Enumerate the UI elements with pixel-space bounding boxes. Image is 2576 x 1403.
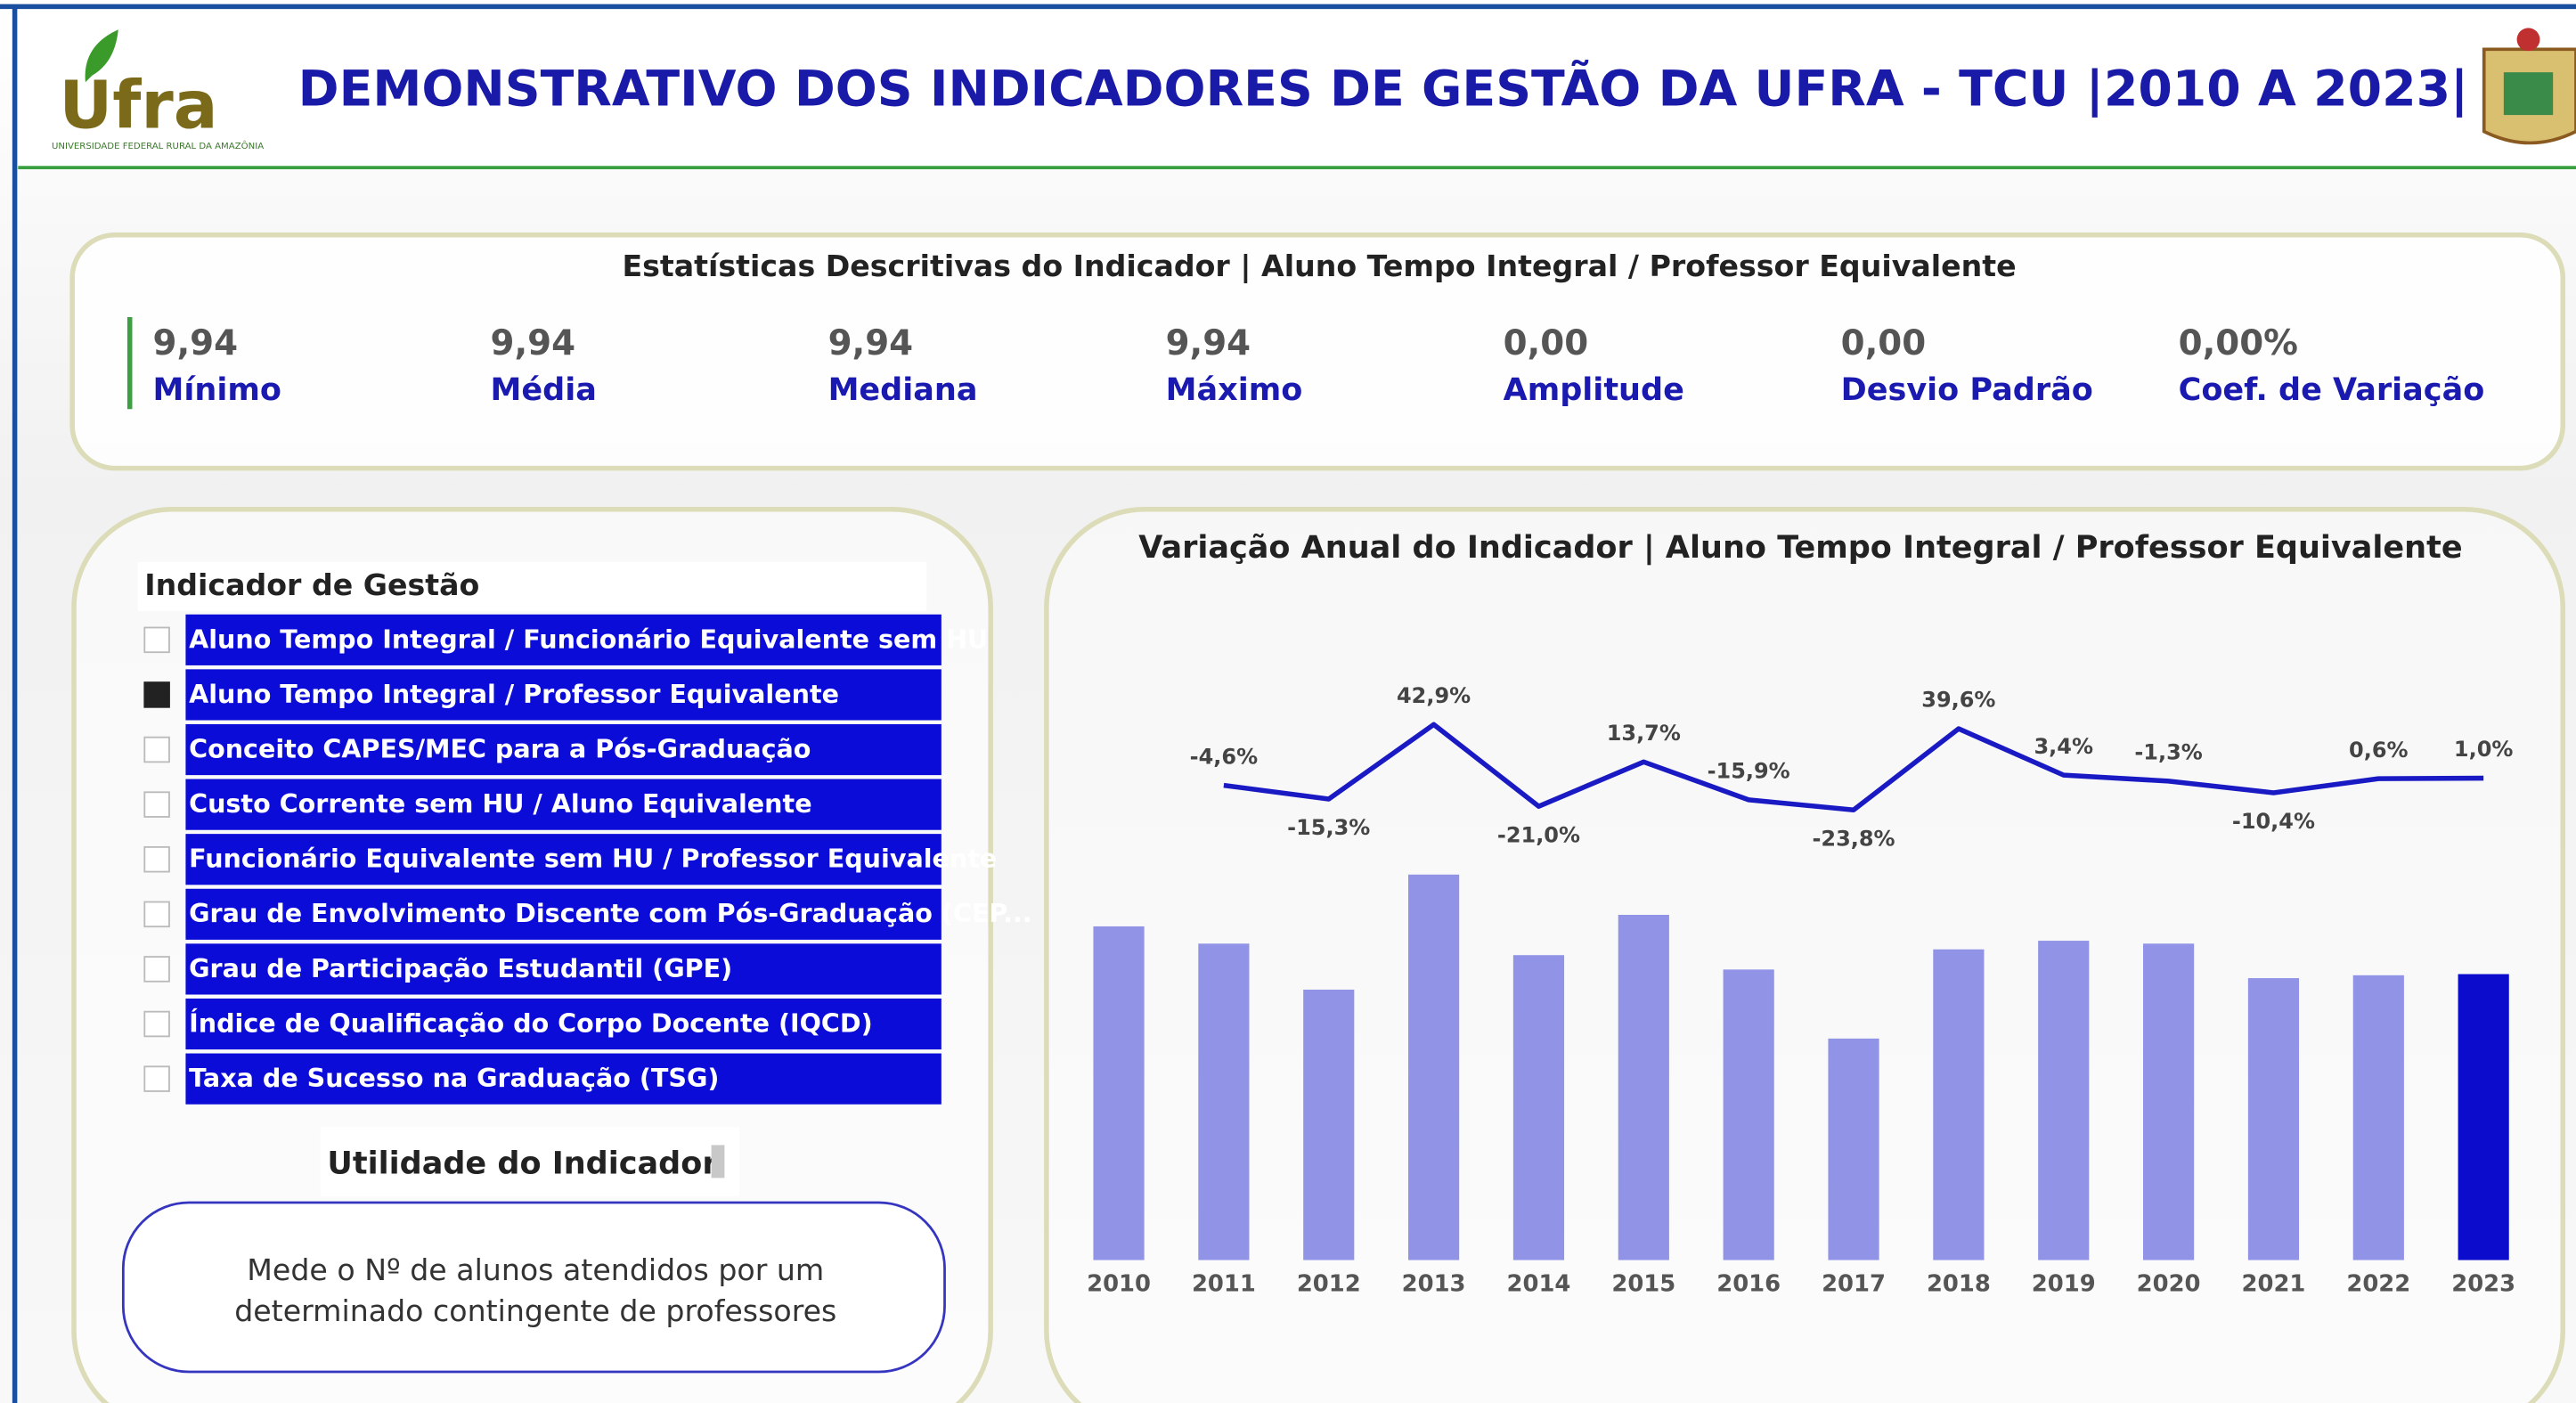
- page: Ufra UNIVERSIDADE FEDERAL RURAL DA AMAZÔ…: [0, 0, 2576, 1403]
- value-label: -15,9%: [1708, 759, 1790, 784]
- chart-title: Variação Anual do Indicador | Aluno Temp…: [1138, 529, 2462, 566]
- bar: [2458, 975, 2509, 1260]
- value-label: -10,4%: [2232, 809, 2315, 834]
- stat-label: Média: [491, 371, 597, 408]
- value-label: -15,3%: [1287, 815, 1370, 840]
- stat-label: Mínimo: [153, 371, 281, 408]
- x-tick-label: 2023: [2451, 1271, 2515, 1298]
- item-label[interactable]: Aluno Tempo Integral / Professor Equival…: [189, 679, 839, 709]
- stat-label: Mediana: [828, 371, 978, 408]
- selector-item[interactable]: Grau de Envolvimento Discente com Pós-Gr…: [144, 889, 1031, 940]
- x-tick-label: 2019: [2032, 1271, 2096, 1298]
- item-label[interactable]: Grau de Participação Estudantil (GPE): [189, 953, 732, 983]
- bar: [2248, 978, 2299, 1260]
- bar: [1093, 926, 1144, 1260]
- x-tick-label: 2020: [2137, 1271, 2201, 1298]
- crest-center: [2504, 72, 2553, 115]
- value-label: 0,6%: [2349, 738, 2408, 763]
- bar: [1933, 950, 1984, 1260]
- crest-top: [2517, 28, 2540, 51]
- x-tick-label: 2021: [2242, 1271, 2306, 1298]
- item-label[interactable]: Conceito CAPES/MEC para a Pós-Graduação: [189, 733, 811, 763]
- checkbox[interactable]: [144, 628, 169, 653]
- utility-line: determinado contingente de professores: [234, 1293, 836, 1328]
- stat-label: Amplitude: [1504, 371, 1684, 408]
- logo-subtext: UNIVERSIDADE FEDERAL RURAL DA AMAZÔNIA: [52, 140, 264, 151]
- selector-item[interactable]: Aluno Tempo Integral / Funcionário Equiv…: [144, 615, 988, 665]
- selector-item[interactable]: Custo Corrente sem HU / Aluno Equivalent…: [144, 779, 942, 830]
- bar: [1198, 943, 1249, 1260]
- selector-item[interactable]: Grau de Participação Estudantil (GPE): [144, 943, 942, 994]
- value-label: -1,3%: [2134, 740, 2202, 765]
- selector-item[interactable]: Taxa de Sucesso na Graduação (TSG): [144, 1054, 942, 1105]
- value-label: 1,0%: [2454, 737, 2513, 762]
- stat-value: 9,94: [828, 323, 914, 363]
- stat-value: 9,94: [491, 323, 576, 363]
- checkbox[interactable]: [144, 902, 169, 927]
- checkbox[interactable]: [144, 957, 169, 982]
- value-label: -21,0%: [1497, 822, 1580, 847]
- stat-value: 0,00: [1841, 323, 1927, 363]
- selector-item[interactable]: Índice de Qualificação do Corpo Docente …: [144, 999, 942, 1049]
- x-tick-label: 2022: [2346, 1271, 2410, 1298]
- checkbox[interactable]: [144, 1066, 169, 1091]
- utility-line: Mede o Nº de alunos atendidos por um: [247, 1252, 824, 1287]
- utility-marker: [712, 1145, 725, 1178]
- bar: [1513, 955, 1564, 1260]
- value-label: 13,7%: [1607, 721, 1681, 746]
- selector-title: Indicador de Gestão: [144, 567, 479, 602]
- x-tick-label: 2012: [1297, 1271, 1361, 1298]
- x-tick-label: 2018: [1927, 1271, 1991, 1298]
- item-label[interactable]: Aluno Tempo Integral / Funcionário Equiv…: [189, 624, 988, 654]
- stat-label: Máximo: [1166, 371, 1303, 408]
- value-label: 3,4%: [2034, 734, 2092, 759]
- bar: [1408, 875, 1459, 1260]
- x-tick-label: 2011: [1192, 1271, 1256, 1298]
- item-label[interactable]: Grau de Envolvimento Discente com Pós-Gr…: [189, 898, 1032, 928]
- stat-label: Coef. de Variação: [2179, 371, 2485, 408]
- value-label: -23,8%: [1812, 826, 1895, 851]
- stat-value: 0,00: [1504, 323, 1589, 363]
- item-label[interactable]: Funcionário Equivalente sem HU / Profess…: [189, 844, 997, 874]
- checkbox[interactable]: [144, 792, 169, 817]
- bar: [1724, 969, 1774, 1260]
- checkbox[interactable]: [144, 738, 169, 763]
- bar: [1828, 1039, 1879, 1260]
- item-label[interactable]: Taxa de Sucesso na Graduação (TSG): [189, 1063, 719, 1093]
- value-label: 39,6%: [1921, 688, 1995, 713]
- item-label[interactable]: Índice de Qualificação do Corpo Docente …: [189, 1007, 873, 1038]
- utility-title: Utilidade do Indicador: [327, 1146, 718, 1182]
- selector-item[interactable]: Funcionário Equivalente sem HU / Profess…: [144, 834, 997, 885]
- chart-panel: [1047, 510, 2563, 1403]
- x-tick-label: 2013: [1402, 1271, 1466, 1298]
- bar: [2353, 975, 2404, 1260]
- selector-item[interactable]: Aluno Tempo Integral / Professor Equival…: [144, 669, 942, 720]
- stat-value: 9,94: [153, 323, 239, 363]
- stat-label: Desvio Padrão: [1841, 371, 2093, 408]
- x-tick-label: 2016: [1716, 1271, 1781, 1298]
- value-label: -4,6%: [1190, 744, 1258, 769]
- bar: [1303, 990, 1354, 1260]
- checkbox[interactable]: [144, 682, 169, 707]
- selector-item[interactable]: Conceito CAPES/MEC para a Pós-Graduação: [144, 724, 942, 775]
- x-tick-label: 2017: [1822, 1271, 1886, 1298]
- item-label[interactable]: Custo Corrente sem HU / Aluno Equivalent…: [189, 788, 811, 819]
- checkbox[interactable]: [144, 1012, 169, 1037]
- selector-items: Aluno Tempo Integral / Funcionário Equiv…: [144, 615, 1031, 1105]
- value-label: 42,9%: [1397, 683, 1471, 708]
- x-tick-label: 2010: [1087, 1271, 1151, 1298]
- stat-value: 0,00%: [2179, 323, 2298, 363]
- stats-title: Estatísticas Descritivas do Indicador | …: [622, 249, 2016, 283]
- x-tick-label: 2015: [1611, 1271, 1675, 1298]
- page-title: DEMONSTRATIVO DOS INDICADORES DE GESTÃO …: [298, 59, 2469, 118]
- stat-value: 9,94: [1166, 323, 1251, 363]
- bar: [1618, 915, 1669, 1260]
- x-tick-label: 2014: [1507, 1271, 1571, 1298]
- logo-text: Ufra: [59, 69, 217, 144]
- bar: [2038, 941, 2089, 1260]
- dashboard: Ufra UNIVERSIDADE FEDERAL RURAL DA AMAZÔ…: [0, 0, 2576, 1403]
- bar: [2143, 943, 2194, 1260]
- checkbox[interactable]: [144, 847, 169, 872]
